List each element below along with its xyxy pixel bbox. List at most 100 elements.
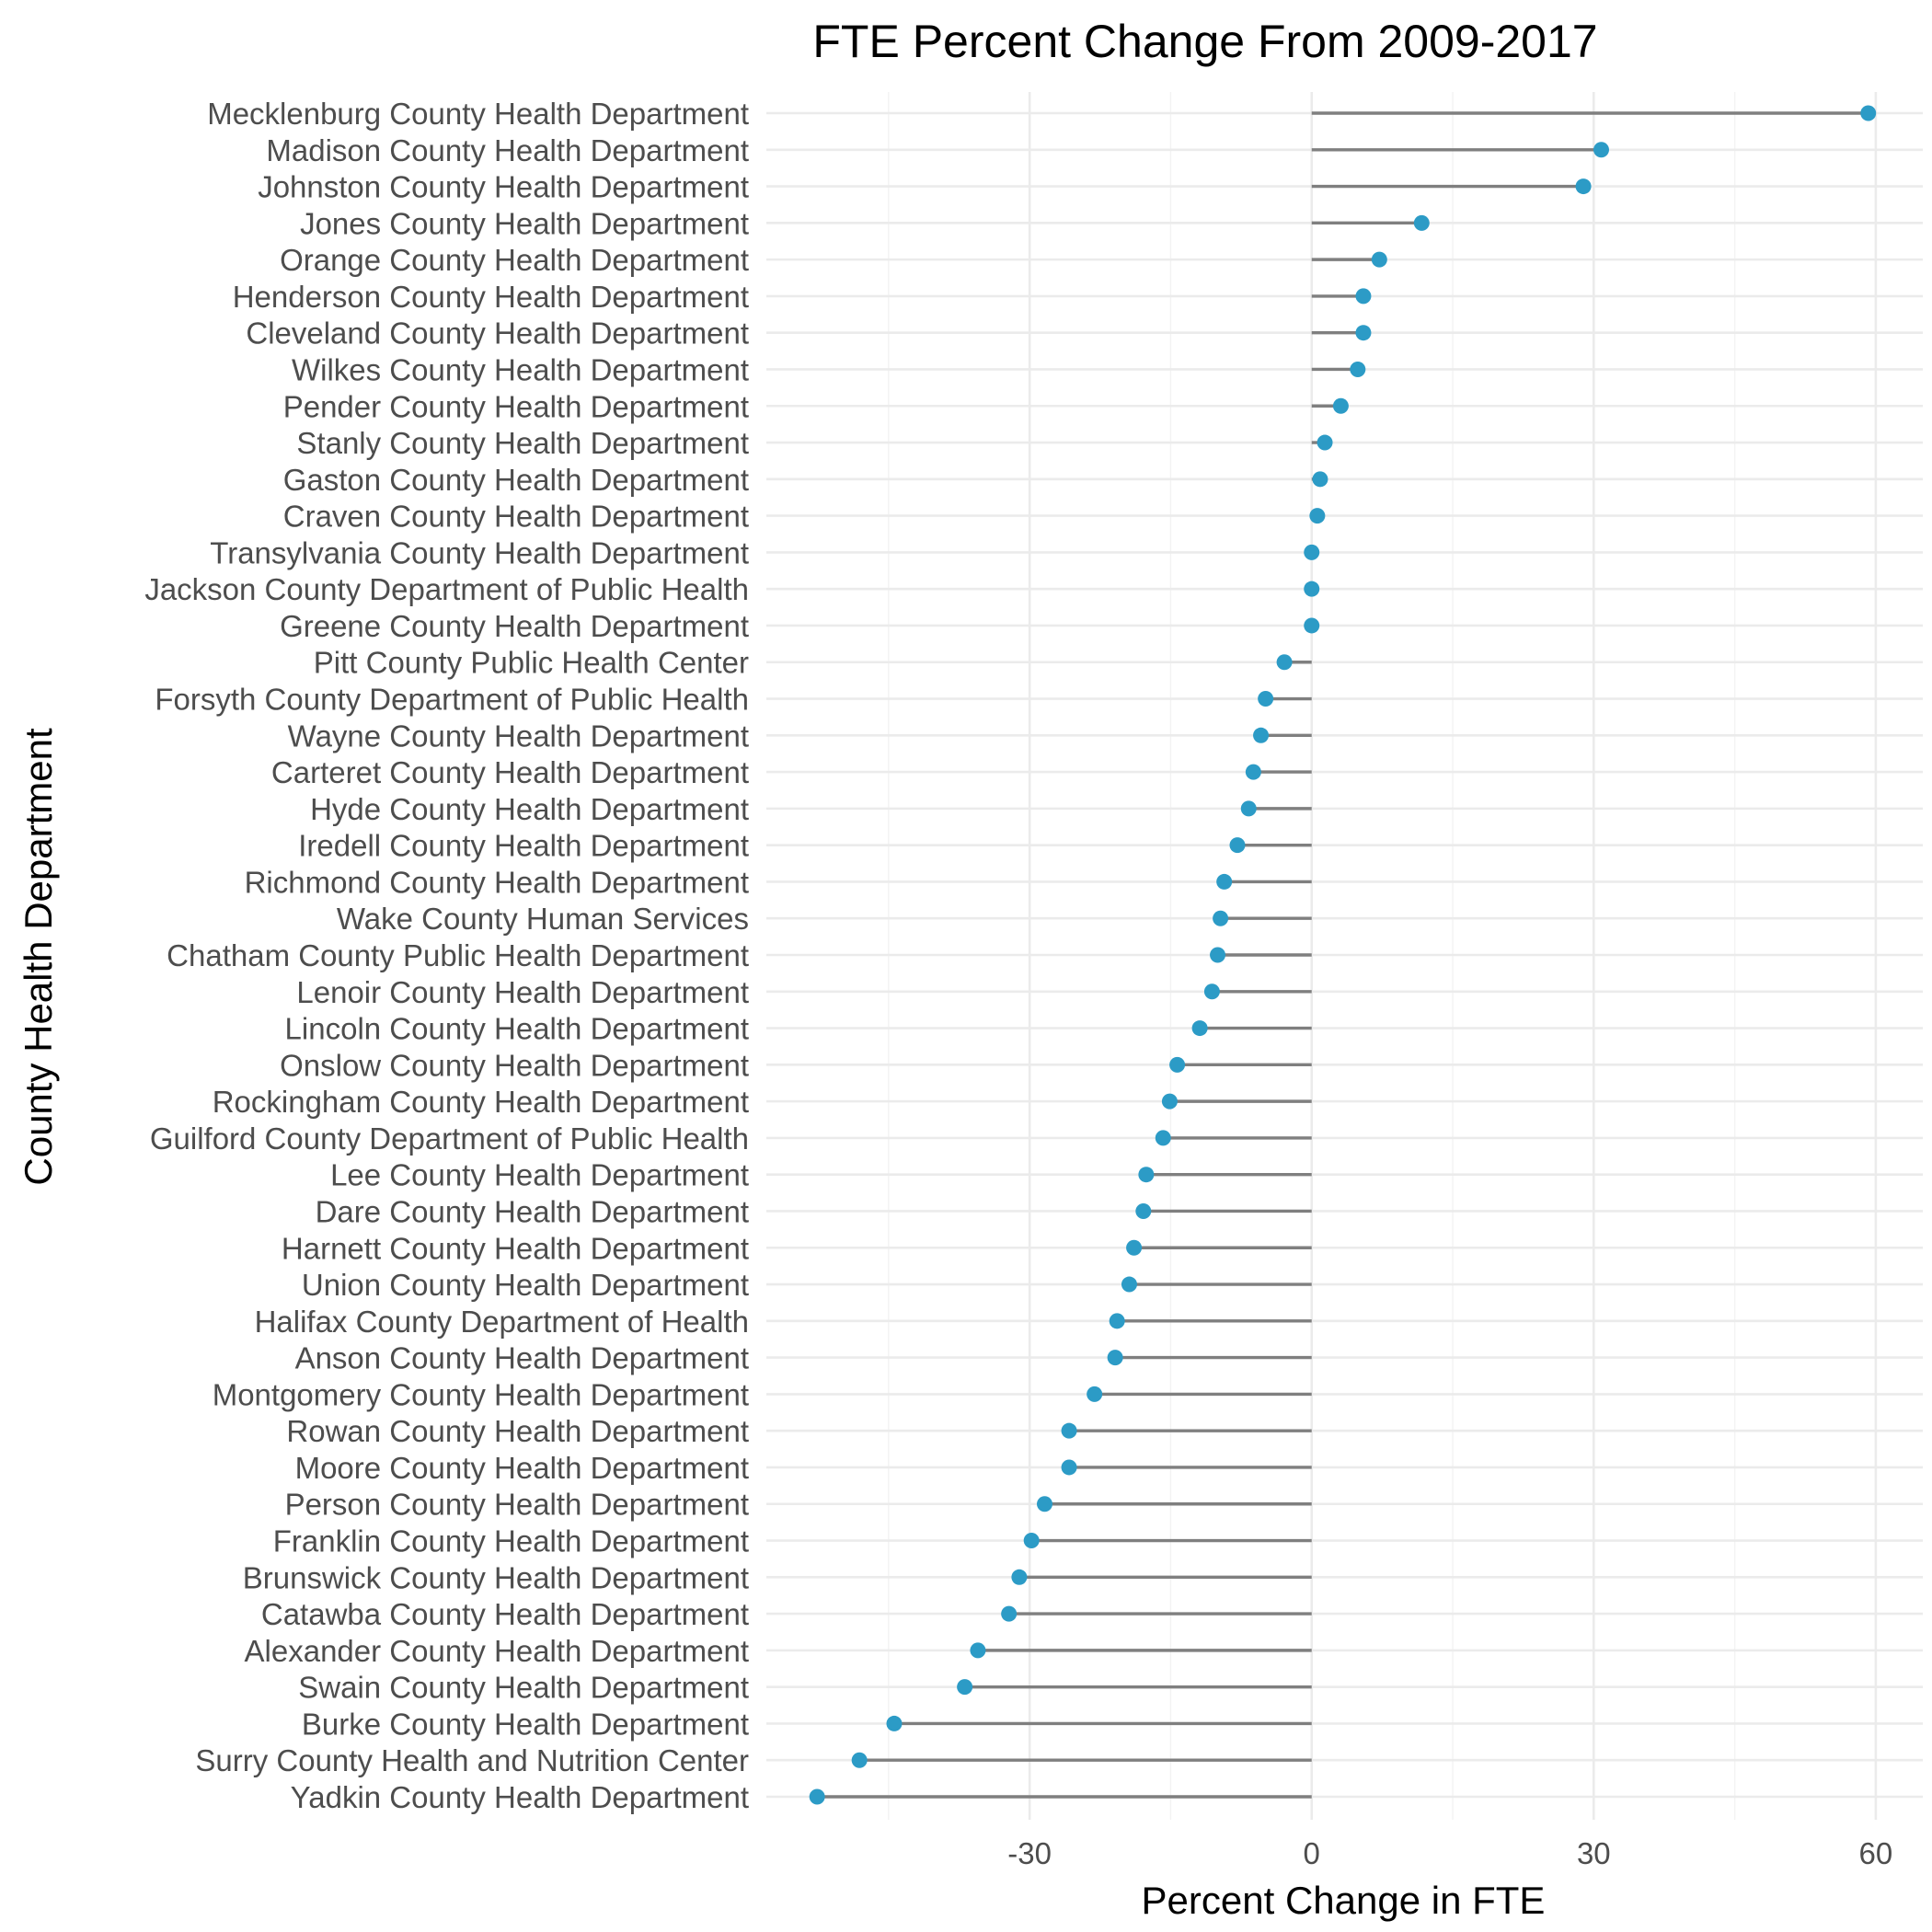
lollipop-point	[1860, 105, 1877, 121]
y-tick-label: Forsyth County Department of Public Heal…	[155, 683, 749, 717]
lollipop-point	[886, 1715, 903, 1731]
y-tick-label: Union County Health Department	[302, 1268, 749, 1302]
lollipop-point	[1355, 325, 1372, 341]
x-tick-label: 30	[1577, 1836, 1611, 1870]
x-tick-label: 0	[1304, 1836, 1320, 1870]
lollipop-point	[1169, 1056, 1186, 1073]
lollipop-point	[970, 1642, 986, 1659]
lollipop-point	[1258, 691, 1274, 707]
x-tick-label: 60	[1859, 1836, 1893, 1870]
lollipop-point	[1023, 1533, 1040, 1549]
lollipop-point	[1126, 1239, 1143, 1256]
y-tick-label: Johnston County Health Department	[258, 170, 749, 204]
y-tick-label: Greene County Health Department	[280, 609, 749, 643]
lollipop-point	[851, 1752, 868, 1768]
grid-layer	[766, 92, 1923, 1820]
lollipop-point	[1575, 178, 1592, 195]
lollipop-point	[1312, 471, 1328, 488]
y-tick-label: Lee County Health Department	[330, 1158, 749, 1192]
y-tick-label: Person County Health Department	[285, 1488, 749, 1522]
lollipop-point	[1011, 1569, 1028, 1585]
lollipop-point	[1216, 873, 1233, 890]
lollipop-point	[1138, 1167, 1155, 1183]
lollipop-point	[1355, 288, 1372, 305]
y-tick-label: Halifax County Department of Health	[255, 1305, 749, 1339]
y-tick-label: Mecklenburg County Health Department	[207, 97, 749, 131]
lollipop-point	[1036, 1496, 1052, 1512]
y-tick-label: Craven County Health Department	[283, 500, 749, 534]
lollipop-point	[1155, 1130, 1171, 1146]
lollipop-point	[1107, 1350, 1123, 1366]
y-tick-label: Yadkin County Health Department	[291, 1780, 749, 1814]
lollipop-point	[1304, 544, 1320, 560]
y-tick-label: Rockingham County Health Department	[213, 1085, 749, 1119]
stem-layer	[817, 111, 1869, 1799]
y-tick-label: Pitt County Public Health Center	[314, 646, 749, 680]
y-tick-label: Pender County Health Department	[283, 389, 749, 423]
y-tick-label: Montgomery County Health Department	[213, 1377, 749, 1411]
lollipop-point	[1253, 727, 1270, 743]
y-tick-label: Cleveland County Health Department	[246, 316, 749, 351]
y-axis-title: County Health Department	[17, 728, 60, 1186]
y-tick-label: Chatham County Public Health Department	[167, 938, 749, 972]
lollipop-point	[1371, 251, 1387, 268]
lollipop-point	[1413, 214, 1430, 231]
lollipop-point	[1332, 397, 1349, 414]
x-axis-tick-labels: -30 0 30 60	[1007, 1836, 1892, 1870]
lollipop-point	[957, 1679, 973, 1696]
y-tick-label: Iredell County Health Department	[298, 829, 749, 863]
y-tick-label: Surry County Health and Nutrition Center	[195, 1743, 749, 1777]
y-tick-label: Madison County Health Department	[266, 133, 749, 167]
lollipop-point	[1161, 1093, 1178, 1110]
y-tick-label: Guilford County Department of Public Hea…	[150, 1121, 749, 1156]
lollipop-point	[1061, 1459, 1077, 1476]
y-tick-label: Swain County Health Department	[298, 1671, 749, 1705]
y-tick-label: Carteret County Health Department	[271, 755, 749, 789]
y-tick-label: Catawba County Health Department	[261, 1597, 749, 1631]
lollipop-point	[1203, 983, 1220, 1000]
lollipop-point	[1245, 764, 1261, 780]
y-tick-label: Harnett County Health Department	[282, 1231, 749, 1265]
lollipop-point	[1210, 947, 1226, 963]
lollipop-point	[1276, 654, 1293, 671]
y-tick-label: Stanly County Health Department	[296, 426, 749, 460]
lollipop-point	[1350, 361, 1366, 377]
y-tick-label: Lenoir County Health Department	[296, 975, 749, 1009]
y-tick-label: Gaston County Health Department	[283, 463, 749, 497]
y-tick-label: Wayne County Health Department	[288, 719, 749, 753]
x-tick-label: -30	[1007, 1836, 1052, 1870]
y-tick-label: Jones County Health Department	[300, 206, 749, 240]
lollipop-point	[1191, 1020, 1208, 1037]
y-tick-label: Jackson County Department of Public Heal…	[144, 572, 749, 606]
y-tick-label: Transylvania County Health Department	[210, 535, 749, 569]
lollipop-point	[1304, 617, 1320, 634]
lollipop-point	[1087, 1386, 1103, 1402]
y-tick-label: Brunswick County Health Department	[243, 1560, 749, 1594]
y-tick-label: Lincoln County Health Department	[285, 1012, 749, 1046]
lollipop-point	[1109, 1313, 1125, 1329]
lollipop-point	[1240, 800, 1257, 817]
lollipop-point	[1001, 1605, 1018, 1622]
chart-title: FTE Percent Change From 2009-2017	[812, 16, 1597, 67]
lollipop-point	[1061, 1422, 1077, 1439]
lollipop-point	[1121, 1276, 1137, 1293]
lollipop-point	[1229, 837, 1246, 854]
y-tick-label: Franklin County Health Department	[273, 1524, 749, 1558]
y-tick-label: Richmond County Health Department	[245, 865, 749, 899]
y-tick-label: Burke County Health Department	[302, 1707, 749, 1741]
lollipop-point	[1317, 434, 1333, 451]
y-tick-label: Rowan County Health Department	[286, 1414, 749, 1448]
x-axis-title: Percent Change in FTE	[1142, 1879, 1546, 1922]
y-tick-label: Wilkes County Health Department	[292, 352, 749, 386]
lollipop-point	[1309, 508, 1326, 524]
lollipop-point	[1213, 910, 1229, 926]
y-tick-label: Henderson County Health Department	[233, 280, 749, 314]
dot-layer	[809, 105, 1877, 1805]
y-tick-label: Alexander County Health Department	[245, 1634, 749, 1668]
y-tick-label: Moore County Health Department	[295, 1451, 749, 1485]
y-axis-tick-labels: Mecklenburg County Health DepartmentMadi…	[144, 97, 749, 1814]
y-tick-label: Orange County Health Department	[280, 243, 749, 277]
lollipop-point	[1304, 581, 1320, 597]
